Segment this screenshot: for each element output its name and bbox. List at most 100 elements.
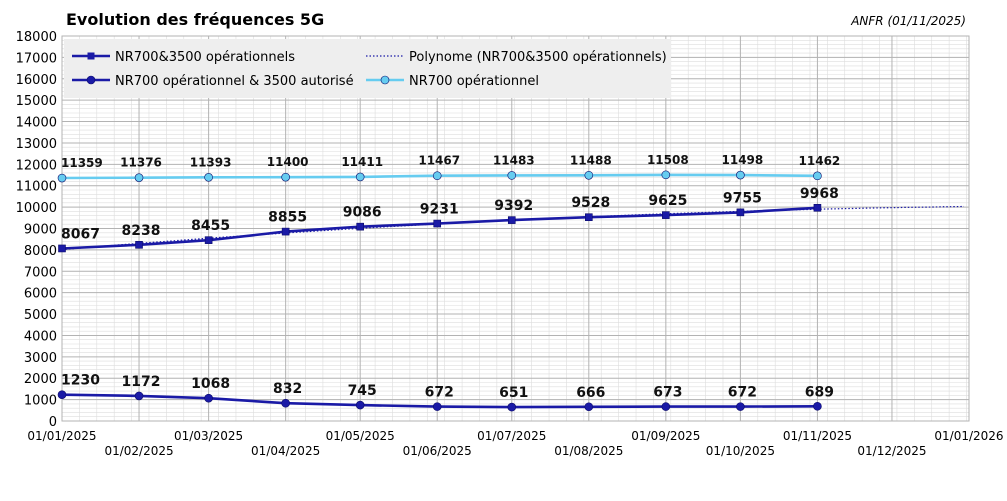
y-tick-label: 12000 [16, 158, 57, 173]
data-label: 745 [348, 383, 377, 399]
data-point [135, 240, 143, 249]
data-point [204, 173, 213, 182]
y-tick-label: 3000 [24, 351, 57, 366]
data-label: 8855 [268, 210, 307, 226]
x-tick-label: 01/06/2025 [403, 444, 472, 458]
data-label: 9755 [723, 190, 762, 206]
y-tick-label: 11000 [16, 180, 57, 195]
data-label: 1068 [191, 376, 230, 392]
data-point [661, 170, 671, 180]
legend-label: NR700 opérationnel & 3500 autorisé [115, 74, 354, 89]
data-label: 11376 [120, 156, 162, 170]
series-1 [57, 390, 822, 412]
y-tick-label: 6000 [24, 287, 57, 302]
x-tick-label: 01/10/2025 [706, 444, 775, 458]
y-tick-label: 10000 [16, 201, 57, 216]
data-label: 11359 [61, 156, 103, 170]
data-label: 11483 [493, 153, 535, 167]
legend-box [64, 39, 671, 98]
data-point [432, 171, 442, 181]
data-point [355, 172, 365, 182]
x-tick-label: 01/01/2026 [934, 429, 1003, 443]
data-label: 11393 [190, 155, 232, 169]
data-label: 666 [576, 385, 605, 401]
data-label: 832 [273, 381, 302, 397]
legend-item: Polynome (NR700&3500 opérationnels) [366, 50, 667, 65]
data-label: 11462 [799, 154, 841, 168]
legend-item: NR700 opérationnel [366, 74, 539, 89]
data-label: 672 [728, 385, 757, 401]
data-point [507, 171, 517, 180]
y-tick-label: 5000 [24, 308, 57, 323]
data-point [584, 170, 594, 180]
data-point [281, 172, 290, 182]
data-label: 11411 [341, 155, 383, 169]
legend-label: NR700&3500 opérationnels [115, 50, 295, 65]
data-point [661, 402, 671, 411]
data-point [433, 219, 442, 228]
data-label: 1172 [122, 374, 161, 390]
chart-title: Evolution des fréquences 5G [66, 10, 324, 29]
source-note: ANFR (01/11/2025) [850, 14, 966, 28]
data-point [58, 244, 66, 253]
data-label: 9968 [800, 186, 839, 202]
data-point [57, 390, 67, 399]
x-tick-label: 01/07/2025 [477, 429, 546, 443]
y-tick-label: 7000 [24, 265, 57, 280]
data-point [507, 402, 517, 412]
data-label: 9625 [648, 193, 687, 209]
grid [61, 35, 970, 422]
data-label: 651 [499, 385, 528, 401]
y-tick-label: 1000 [24, 394, 57, 409]
legend-marker [86, 75, 96, 85]
data-label: 11508 [647, 153, 689, 167]
data-point [134, 173, 144, 182]
x-tick-label: 01/01/2025 [27, 429, 96, 443]
data-point [584, 402, 594, 412]
legend-label: Polynome (NR700&3500 opérationnels) [409, 50, 667, 65]
x-tick-label: 01/04/2025 [251, 444, 320, 458]
data-point [204, 236, 213, 244]
x-tick-label: 01/12/2025 [857, 444, 926, 458]
x-tick-label: 01/02/2025 [104, 444, 173, 458]
data-point [281, 227, 290, 236]
series [57, 170, 822, 412]
x-tick-label: 01/11/2025 [783, 429, 852, 443]
y-tick-label: 4000 [24, 329, 57, 344]
legend-item: NR700&3500 opérationnels [72, 50, 295, 65]
data-label: 11400 [267, 155, 309, 169]
data-label: 11488 [570, 153, 612, 167]
data-point [355, 400, 365, 410]
data-point [432, 402, 442, 411]
data-label: 8067 [61, 226, 100, 242]
series-2 [57, 170, 822, 183]
y-tick-label: 2000 [24, 372, 57, 387]
legend-item: NR700 opérationnel & 3500 autorisé [72, 74, 354, 89]
data-point [736, 208, 745, 217]
data-label: 672 [425, 385, 454, 401]
plot-frame [61, 35, 970, 422]
data-point [281, 398, 290, 408]
y-tick-label: 17000 [16, 51, 57, 66]
x-tick-label: 01/09/2025 [631, 429, 700, 443]
data-labels: 8067 8238 8455 8855 9086 9231 9392 9528 9625 9755… [61, 153, 840, 401]
data-label: 9231 [420, 202, 459, 218]
y-tick-label: 18000 [16, 30, 57, 45]
data-point [736, 402, 745, 411]
y-tick-label: 14000 [16, 116, 57, 131]
data-label: 9528 [571, 195, 610, 211]
data-label: 689 [805, 384, 834, 400]
series-0 [58, 203, 822, 253]
data-point [736, 170, 745, 180]
x-tick-label: 01/08/2025 [554, 444, 623, 458]
legend-marker [87, 52, 95, 60]
data-point [813, 171, 822, 181]
y-tick-label: 9000 [24, 223, 57, 238]
legend: NR700&3500 opérationnels Polynome (NR700&… [64, 39, 671, 98]
y-tick-label: 13000 [16, 137, 57, 152]
x-tick-label: 01/03/2025 [174, 429, 243, 443]
data-point [57, 173, 67, 183]
data-label: 8455 [191, 218, 230, 234]
